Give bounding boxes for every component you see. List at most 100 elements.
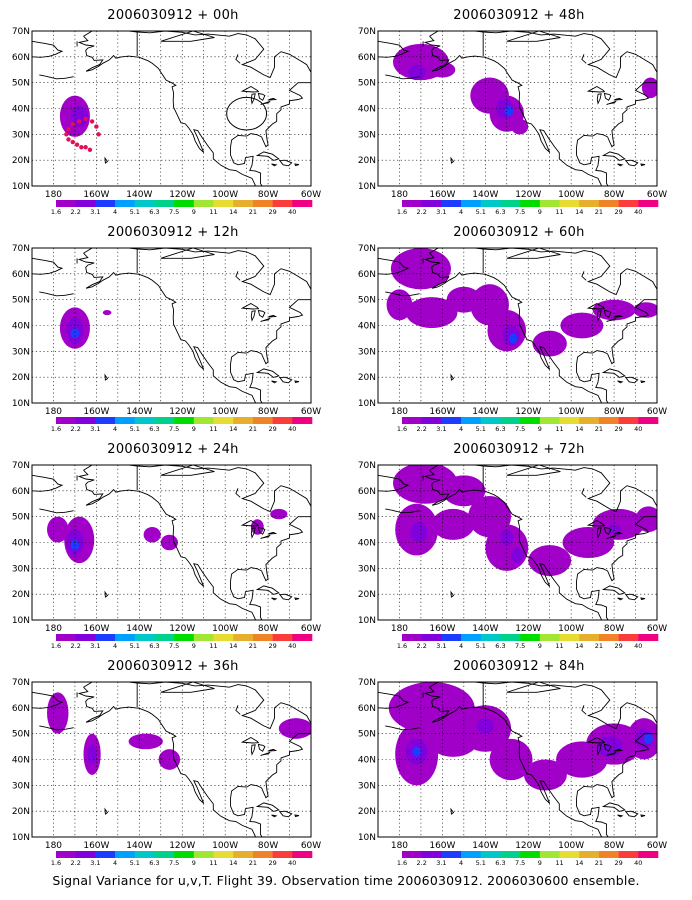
lon-label: 180 — [391, 624, 408, 634]
colorbar: 1.6 2.2 3.1 4 5.1 6.3 7.5 9 11 14 21 29 40 — [397, 200, 659, 216]
lon-label: 100W — [558, 841, 584, 851]
lon-label: 60W — [301, 841, 321, 851]
colorbar-label: 21 — [249, 425, 257, 433]
map-panel-p00: 2006030912 + 00h 70N 60N 50N 40N 30N 20N 10N 180… — [0, 0, 346, 217]
colorbar-label: 3.1 — [436, 208, 446, 216]
colorbar-swatch — [213, 634, 234, 641]
colorbar-swatch — [134, 634, 155, 641]
variance-blob — [476, 718, 494, 734]
lat-label: 60N — [358, 704, 376, 714]
colorbar-label: 7.5 — [169, 642, 179, 650]
lat-label: 50N — [358, 79, 376, 89]
lat-label: 40N — [358, 105, 376, 115]
colorbar-label: 7.5 — [169, 859, 179, 867]
lat-label: 30N — [12, 130, 30, 140]
plot-frame — [31, 30, 312, 187]
lon-label: 120W — [169, 624, 195, 634]
lon-label: 120W — [169, 841, 195, 851]
lon-label: 100W — [212, 624, 238, 634]
lat-label: 70N — [358, 461, 376, 471]
colorbar-swatch — [421, 634, 442, 641]
colorbar-swatch — [579, 200, 600, 207]
colorbar-label: 29 — [614, 859, 622, 867]
variance-blob — [390, 248, 451, 290]
colorbar-swatch — [252, 634, 273, 641]
colorbar-label: 5.1 — [476, 642, 486, 650]
lon-label: 120W — [169, 190, 195, 200]
colorbar-label: 6.3 — [149, 208, 159, 216]
lat-label: 10N — [358, 399, 376, 409]
dropsonde-point — [70, 121, 75, 127]
dropsonde-point — [83, 116, 88, 122]
lon-label: 60W — [301, 407, 321, 417]
colorbar-swatch — [402, 851, 422, 858]
colorbar-swatch — [618, 634, 639, 641]
colorbar-swatch — [75, 851, 96, 858]
colorbar-swatch — [193, 851, 214, 858]
panel-title: 2006030912 + 48h — [453, 8, 585, 23]
colorbar-swatch — [598, 634, 619, 641]
colorbar-label: 6.3 — [495, 859, 505, 867]
colorbar-label: 2.2 — [417, 208, 427, 216]
colorbar-label: 2.2 — [71, 642, 81, 650]
colorbar-swatch — [539, 200, 560, 207]
colorbar-label: 9 — [192, 208, 196, 216]
plot-frame — [31, 464, 312, 621]
colorbar-swatch — [56, 417, 76, 424]
colorbar-label: 21 — [595, 642, 603, 650]
map-canvas: 70N 60N 50N 40N 30N 20N 10N 180 160W 140W 120W 100W… — [358, 244, 667, 433]
colorbar-swatch — [598, 200, 619, 207]
colorbar-label: 29 — [268, 208, 276, 216]
lat-label: 30N — [358, 130, 376, 140]
colorbar: 1.6 2.2 3.1 4 5.1 6.3 7.5 9 11 14 21 29 40 — [397, 851, 659, 867]
colorbar-label: 21 — [249, 642, 257, 650]
lon-label: 180 — [391, 190, 408, 200]
coastlines — [378, 248, 657, 403]
colorbar-swatch — [115, 851, 136, 858]
variance-blob — [102, 310, 112, 316]
dropsonde-point — [87, 147, 93, 153]
variance-blob — [504, 105, 514, 117]
colorbar-label: 14 — [575, 425, 583, 433]
lat-label: 40N — [12, 756, 30, 766]
variance-blob — [511, 547, 524, 564]
lat-label: 40N — [358, 322, 376, 332]
map-panel-p84: 2006030912 + 84h 70N 60N 50N 40N 30N 20N 10N 180… — [346, 651, 692, 868]
lat-label: 30N — [12, 347, 30, 357]
colorbar-swatch — [402, 634, 422, 641]
colorbar-swatch — [638, 634, 659, 641]
lat-label: 10N — [12, 616, 30, 626]
colorbar-swatch — [559, 200, 580, 207]
lon-label: 180 — [45, 190, 62, 200]
dropsonde-point — [70, 139, 75, 145]
map-panel-p12: 2006030912 + 12h 70N 60N 50N 40N 30N 20N 10N 180… — [0, 217, 346, 434]
dropsonde-point — [94, 124, 99, 129]
colorbar: 1.6 2.2 3.1 4 5.1 6.3 7.5 9 11 14 21 29 40 — [397, 634, 659, 650]
lon-label: 80W — [604, 841, 624, 851]
lat-label: 50N — [358, 296, 376, 306]
colorbar-swatch — [75, 417, 96, 424]
colorbar-swatch — [252, 200, 273, 207]
gridlines — [378, 682, 657, 837]
dropsonde-point — [83, 145, 88, 150]
dropsonde-point — [79, 145, 84, 150]
colorbar-swatch — [618, 851, 639, 858]
plot-frame — [377, 464, 658, 621]
colorbar: 1.6 2.2 3.1 4 5.1 6.3 7.5 9 11 14 21 29 40 — [51, 200, 313, 216]
colorbar-swatch — [134, 200, 155, 207]
colorbar-swatch — [75, 634, 96, 641]
lon-label: 60W — [647, 841, 667, 851]
lat-label: 20N — [358, 156, 376, 166]
map-canvas: 70N 60N 50N 40N 30N 20N 10N 180 160W 140W 120W 100W… — [358, 461, 667, 650]
colorbar-swatch — [154, 851, 175, 858]
colorbar-swatch — [213, 851, 234, 858]
colorbar-swatch — [272, 634, 293, 641]
plot-frame — [31, 681, 312, 838]
lon-label: 120W — [515, 624, 541, 634]
map-panel-p48: 2006030912 + 48h 70N 60N 50N 40N 30N 20N 10N 180… — [346, 0, 692, 217]
gridlines — [32, 682, 311, 837]
lat-label: 60N — [358, 270, 376, 280]
variance-blob — [47, 692, 69, 734]
lon-label: 80W — [604, 190, 624, 200]
lon-label: 80W — [258, 841, 278, 851]
